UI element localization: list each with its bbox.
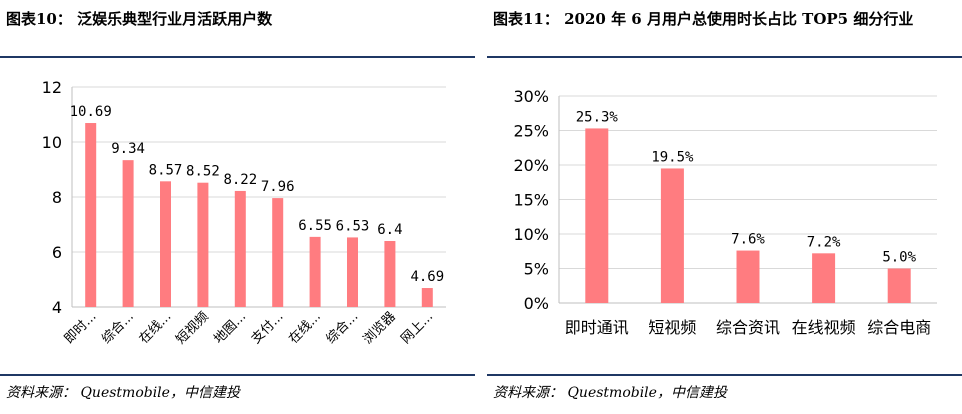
left-y-tick-label: 6 [52, 243, 62, 262]
left-y-tick-label: 12 [42, 78, 62, 97]
left-data-label: 8.22 [223, 172, 257, 188]
left-bar [347, 237, 358, 307]
left-bar-chart: 4 6 8 10 12 10.69 即时... 9.34 综合... 8.57 在线... 8.52 短… [42, 78, 446, 348]
right-category-label: 即时通讯 [565, 318, 629, 337]
left-data-label: 8.57 [149, 162, 183, 178]
left-source-note: 资料来源： Questmobile，中信建投 [6, 385, 240, 401]
left-figure-title: 图表10： 泛娱乐典型行业月活跃用户数 [6, 10, 273, 28]
right-y-tick-label: 0% [524, 294, 549, 313]
right-category-label: 综合电商 [867, 318, 931, 337]
left-category-label: 网上... [398, 309, 436, 347]
right-bar-chart: 0% 5% 10% 15% 20% 25% 30% 25.3% 即时通讯 19.5% 短视频 7.6%… [513, 87, 937, 337]
right-data-label: 7.2% [807, 234, 841, 250]
left-data-label: 6.53 [336, 218, 370, 234]
right-data-label: 7.6% [731, 232, 765, 248]
left-category-label: 短视频 [174, 309, 212, 347]
right-y-tick-label: 30% [513, 87, 549, 106]
right-bar [660, 168, 684, 303]
left-bar [160, 181, 171, 307]
left-bar [85, 123, 97, 308]
left-data-label: 9.34 [111, 141, 145, 157]
left-y-tick-label: 10 [42, 133, 62, 152]
right-bar [736, 250, 760, 303]
right-data-label: 19.5% [651, 149, 694, 165]
right-bar [585, 128, 609, 303]
right-bar [887, 268, 911, 303]
left-y-tick-label: 8 [52, 188, 62, 207]
left-category-label: 即时... [62, 309, 100, 347]
left-category-label: 在线... [137, 309, 175, 347]
left-data-label: 4.69 [410, 269, 444, 285]
right-y-tick-label: 20% [513, 156, 549, 175]
right-y-tick-label: 25% [513, 122, 549, 141]
right-y-tick-label: 10% [513, 225, 549, 244]
left-data-label: 10.69 [70, 104, 112, 120]
right-bottom-rule [487, 374, 962, 376]
left-category-label: 在线... [286, 309, 324, 347]
left-bar [197, 182, 209, 307]
left-bar [421, 288, 433, 307]
right-figure-panel: 图表11： 2020 年 6 月用户总使用时长占比 TOP5 细分行业 0% 5%… [487, 0, 962, 414]
right-figure-title: 图表11： 2020 年 6 月用户总使用时长占比 TOP5 细分行业 [493, 10, 914, 28]
left-category-label: 支付... [249, 309, 287, 347]
right-data-label: 5.0% [882, 250, 916, 266]
right-category-label: 在线视频 [792, 318, 856, 337]
left-figure-panel: 图表10： 泛娱乐典型行业月活跃用户数 4 6 8 10 12 10.69 即时... 9.3… [0, 0, 475, 414]
right-bar [812, 253, 836, 303]
left-category-label: 浏览器 [360, 309, 399, 348]
left-y-tick-label: 4 [52, 298, 62, 317]
left-category-label: 综合... [99, 309, 137, 347]
left-bar [234, 190, 246, 307]
right-y-tick-label: 15% [513, 191, 549, 210]
left-data-label: 8.52 [186, 164, 220, 180]
right-category-label: 短视频 [648, 318, 696, 337]
right-y-tick-label: 5% [524, 260, 549, 279]
left-bar [384, 241, 396, 307]
right-category-label: 综合资讯 [716, 318, 780, 337]
right-source-note: 资料来源： Questmobile，中信建投 [493, 385, 727, 401]
right-data-label: 25.3% [576, 109, 619, 125]
right-top-rule [487, 56, 962, 58]
left-bar [122, 160, 134, 307]
left-category-label: 地图... [211, 309, 249, 347]
left-data-label: 6.55 [298, 218, 332, 234]
left-data-label: 6.4 [377, 222, 402, 238]
left-category-label: 综合... [324, 309, 362, 347]
left-top-rule [0, 56, 475, 58]
left-bar [309, 236, 321, 307]
left-bar [272, 198, 284, 307]
left-data-label: 7.96 [261, 179, 295, 195]
left-bottom-rule [0, 374, 475, 376]
